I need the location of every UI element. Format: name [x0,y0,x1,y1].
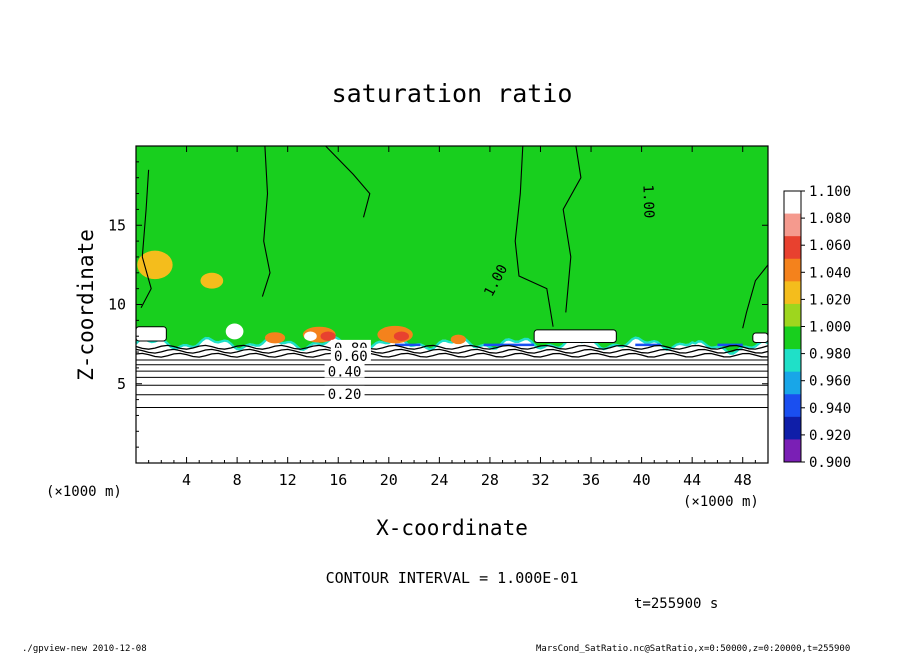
contour-label-bg-0 [642,181,658,222]
footer-right: MarsCond_SatRatio.nc@SatRatio,x=0:50000,… [536,644,850,654]
x-tick-label-7: 32 [531,471,549,489]
y-tick-label-0: 5 [117,375,126,393]
colorbar-label-7: 0.960 [809,374,851,390]
colorbar-band-1 [784,213,801,237]
colorbar-label-5: 1.000 [809,320,851,336]
x-tick-label-1: 8 [233,471,242,489]
contour-label-0: 1.00 [639,184,656,218]
contour-1-00-4 [742,264,769,329]
colorbar-label-0: 1.100 [809,184,851,200]
x-tick-label-0: 4 [182,471,191,489]
patch-6 [393,331,410,341]
x-tick-label-2: 12 [279,471,297,489]
contour-label-bg-3 [330,347,371,362]
colorbar-band-3 [784,258,801,282]
pocket-2 [135,326,167,342]
contour-1-00-1 [261,145,271,297]
x-axis: 4 8 12 16 20 24 28 32 36 40 44 48 [148,146,756,489]
colorbar-band-2 [784,236,801,260]
colorbar-label-10: 0.900 [809,455,851,471]
contour-line-7 [135,352,769,358]
chart-title: saturation ratio [332,79,573,108]
x-tick-label-11: 48 [734,471,752,489]
contour-lines [135,145,769,408]
pocket-1 [752,332,769,344]
saturation-field [135,146,769,355]
y-axis: 5 10 15 [108,161,768,448]
contour-label-4: 0.40 [328,365,362,381]
y-axis-label: Z-coordinate [74,229,98,381]
contour-label-3: 0.60 [334,349,368,365]
x-axis-label: X-coordinate [376,516,528,540]
colorbar-label-3: 1.040 [809,265,851,281]
x-tick-label-8: 36 [582,471,600,489]
colorbar-band-8 [784,371,801,395]
contour-1-00-0 [140,169,152,308]
x-axis-unit: (×1000 m) [683,494,759,510]
colorbar-band-9 [784,394,801,418]
x-tick-label-9: 40 [633,471,651,489]
colorbar-band-11 [784,439,801,463]
patch-1 [200,272,224,289]
plot-area: 1.001.000.800.600.400.20 481216202428323… [108,145,769,489]
patch-8 [225,323,244,340]
y-axis-unit: (×1000 m) [46,484,122,500]
x-tick-label-10: 44 [683,471,701,489]
colorbar-band-7 [784,349,801,373]
x-tick-label-6: 28 [481,471,499,489]
contour-interval-note: CONTOUR INTERVAL = 1.000E-01 [326,569,579,587]
patch-2 [264,332,286,344]
contour-line-9 [135,344,769,350]
footer-left: ./gpview-new 2010-12-08 [22,644,147,654]
contour-1-00-3 [514,145,554,327]
colorbar-band-5 [784,303,801,327]
contour-1-00-2 [325,145,371,218]
colorbar-label-8: 0.940 [809,401,851,417]
contour-1-00-5 [562,145,582,313]
colorbar-label-6: 0.980 [809,347,851,363]
colorbar-label-1: 1.080 [809,211,851,227]
contour-label-5: 0.20 [328,387,362,403]
colorbar: 1.100 1.080 1.060 1.040 1.020 1.000 0.980 0.960… [783,184,851,471]
colorbar-label-4: 1.020 [809,292,851,308]
colorbar-band-10 [784,416,801,440]
time-label: t=255900 s [634,596,718,612]
x-tick-label-3: 16 [329,471,347,489]
contour-line-8 [135,348,769,354]
colorbar-band-6 [784,326,801,350]
y-tick-label-2: 15 [108,216,126,234]
pocket-0 [533,329,617,344]
fringe-cyan [135,335,769,355]
colorbar-label-2: 1.060 [809,238,851,254]
colorbar-label-9: 0.920 [809,428,851,444]
colorbar-band-0 [784,191,801,215]
contour-label-bg-4 [324,363,365,378]
y-tick-label-1: 10 [108,296,126,314]
patch-9 [304,331,317,341]
x-tick-label-4: 20 [380,471,398,489]
saturated-region [136,146,768,353]
x-tick-label-5: 24 [430,471,448,489]
contour-label-bg-5 [324,385,365,400]
colorbar-band-4 [784,281,801,305]
contour-label-bg-1 [478,258,511,301]
patch-7 [450,334,466,345]
patch-4 [320,331,336,341]
